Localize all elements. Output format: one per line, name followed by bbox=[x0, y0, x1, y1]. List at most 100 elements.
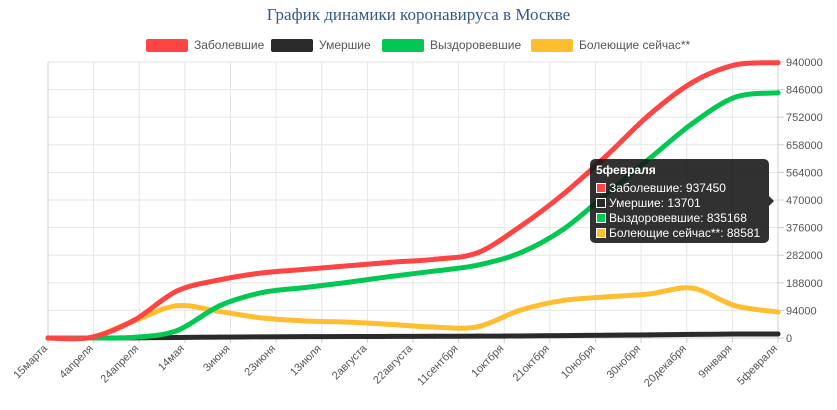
x-tick-label: 20декабря bbox=[642, 343, 689, 390]
series-line-infected bbox=[45, 60, 781, 342]
data-point-deaths bbox=[646, 332, 652, 338]
data-point-infected bbox=[45, 335, 51, 341]
data-point-deaths bbox=[303, 334, 309, 340]
data-point-recovered bbox=[775, 90, 781, 96]
data-point-recovered bbox=[560, 226, 566, 232]
tooltip-swatch-recovered bbox=[596, 213, 606, 223]
data-point-active bbox=[174, 303, 180, 309]
data-point-active bbox=[560, 297, 566, 303]
x-tick-label: 1октбря bbox=[469, 343, 506, 380]
tooltip-swatch-deaths bbox=[596, 198, 606, 208]
chart-legend: Заболевшие Умершие Выздоровевшие Болеющи… bbox=[0, 37, 837, 55]
data-point-active bbox=[346, 319, 352, 325]
x-tick-label: 24апреля bbox=[99, 343, 142, 386]
data-point-infected bbox=[88, 334, 94, 340]
data-point-infected bbox=[260, 270, 266, 276]
x-tick-label: 14мая bbox=[156, 343, 187, 374]
series-line-deaths bbox=[45, 331, 781, 341]
data-point-deaths bbox=[431, 333, 437, 339]
x-tick-label: 2августа bbox=[330, 342, 370, 382]
series-line-recovered bbox=[45, 90, 781, 341]
data-point-infected bbox=[603, 153, 609, 159]
legend-label-recovered: Выздоровевшие bbox=[430, 38, 522, 52]
x-tick-label: 4апреля bbox=[57, 343, 96, 382]
data-point-infected bbox=[689, 80, 695, 86]
data-point-recovered bbox=[389, 273, 395, 279]
data-point-deaths bbox=[689, 331, 695, 337]
data-point-recovered bbox=[174, 328, 180, 334]
data-point-active bbox=[775, 309, 781, 315]
legend-swatch-deaths bbox=[271, 39, 313, 52]
tooltip-text-infected: Заболевшие: 937450 bbox=[609, 181, 726, 195]
data-point-infected bbox=[174, 288, 180, 294]
data-point-recovered bbox=[689, 121, 695, 127]
legend-label-active: Болеющие сейчас** bbox=[579, 38, 691, 52]
data-point-infected bbox=[560, 191, 566, 197]
data-point-active bbox=[689, 285, 695, 291]
data-point-recovered bbox=[303, 284, 309, 290]
data-point-deaths bbox=[174, 334, 180, 340]
series-line-active bbox=[45, 285, 781, 342]
x-tick-label: 21октбря bbox=[511, 343, 552, 384]
y-tick-label: 658000 bbox=[786, 140, 823, 152]
tooltip-text-deaths: Умершие: 13701 bbox=[609, 196, 701, 210]
chart-tooltip: 5февраля Заболевшие: 937450 Умершие: 137… bbox=[590, 159, 769, 243]
y-tick-label: 846000 bbox=[786, 85, 823, 97]
y-tick-label: 940000 bbox=[786, 57, 823, 69]
tooltip-text-active: Болеющие сейчас**: 88581 bbox=[609, 226, 761, 240]
data-point-recovered bbox=[474, 262, 480, 268]
data-point-recovered bbox=[431, 268, 437, 274]
data-point-infected bbox=[131, 317, 137, 323]
x-tick-label: 11сентбря bbox=[415, 343, 461, 389]
y-tick-label: 282000 bbox=[786, 250, 823, 262]
data-point-deaths bbox=[517, 333, 523, 339]
x-tick-label: 15марта bbox=[11, 342, 50, 381]
legend-swatch-infected bbox=[146, 39, 188, 52]
legend-label-deaths: Умершие bbox=[319, 38, 371, 52]
data-point-infected bbox=[517, 223, 523, 229]
data-point-active bbox=[389, 321, 395, 327]
data-point-active bbox=[517, 307, 523, 313]
x-tick-label: 9января bbox=[696, 343, 734, 381]
tooltip-text-recovered: Выздоровевшие: 835168 bbox=[609, 211, 747, 225]
data-point-active bbox=[217, 309, 223, 315]
data-point-infected bbox=[474, 250, 480, 256]
x-tick-label: 13июля bbox=[288, 343, 324, 379]
chart-title: График динамики коронавируса в Москве bbox=[266, 5, 571, 24]
data-point-infected bbox=[431, 256, 437, 262]
x-tick-label: 3июня bbox=[201, 343, 233, 375]
data-point-infected bbox=[303, 266, 309, 272]
data-point-deaths bbox=[389, 333, 395, 339]
legend-label-infected: Заболевшие bbox=[194, 38, 265, 52]
tooltip-swatch-infected bbox=[596, 183, 606, 193]
data-point-recovered bbox=[346, 279, 352, 285]
data-point-active bbox=[303, 318, 309, 324]
data-point-deaths bbox=[346, 334, 352, 340]
data-point-active bbox=[431, 324, 437, 330]
data-point-recovered bbox=[260, 289, 266, 295]
y-tick-label: 470000 bbox=[786, 195, 823, 207]
x-tick-label: 23июня bbox=[242, 343, 278, 379]
data-point-recovered bbox=[732, 94, 738, 100]
data-point-recovered bbox=[217, 303, 223, 309]
tooltip-title: 5февраля bbox=[596, 163, 656, 177]
data-point-deaths bbox=[474, 333, 480, 339]
data-point-deaths bbox=[560, 333, 566, 339]
data-point-deaths bbox=[775, 331, 781, 337]
data-point-active bbox=[603, 294, 609, 300]
data-point-infected bbox=[732, 62, 738, 68]
data-point-deaths bbox=[732, 331, 738, 337]
data-point-infected bbox=[217, 277, 223, 283]
tooltip-swatch-active bbox=[596, 228, 606, 238]
data-point-recovered bbox=[517, 250, 523, 256]
y-tick-label: 376000 bbox=[786, 223, 823, 235]
legend-swatch-active bbox=[531, 39, 573, 52]
tooltip-arrow bbox=[769, 196, 774, 206]
x-tick-label: 22августа bbox=[371, 342, 416, 387]
data-point-active bbox=[260, 315, 266, 321]
data-point-infected bbox=[346, 263, 352, 269]
data-point-infected bbox=[775, 60, 781, 66]
x-tick-label: 5февраля bbox=[735, 343, 780, 388]
y-tick-label: 752000 bbox=[786, 112, 823, 124]
data-point-active bbox=[732, 303, 738, 309]
